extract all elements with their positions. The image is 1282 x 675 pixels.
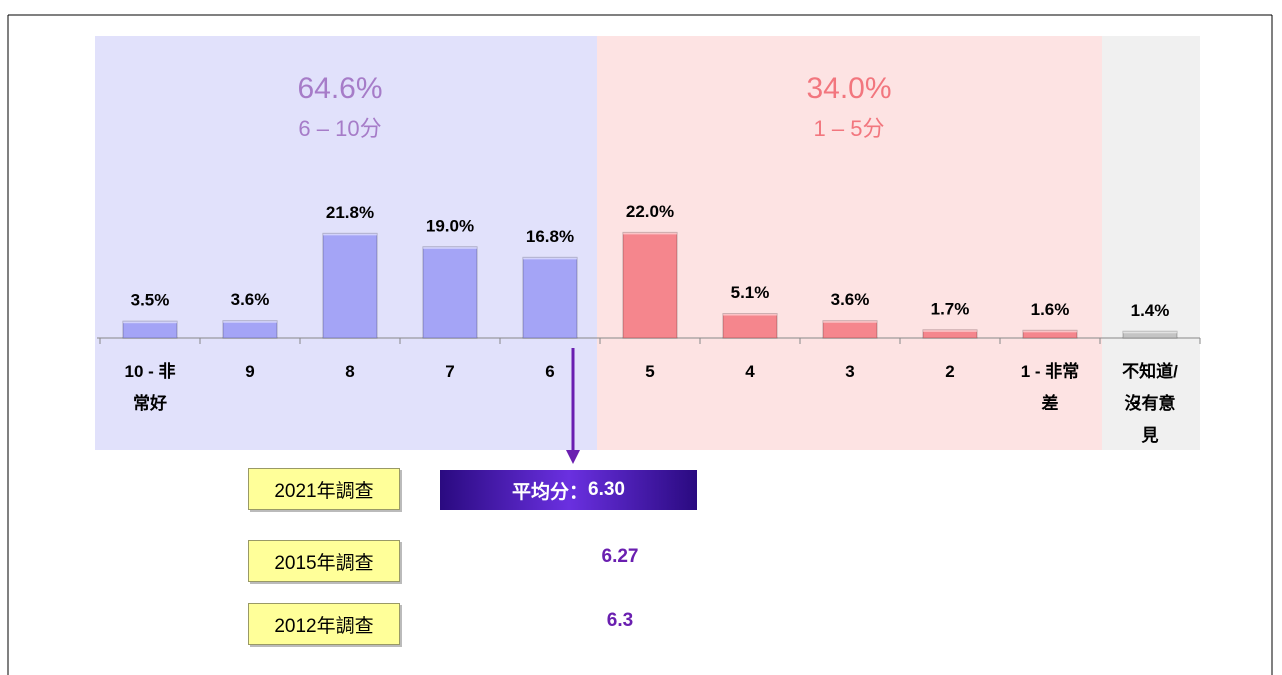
x-tick-label: 2: [945, 362, 955, 381]
group-bg: [597, 36, 1102, 450]
bar-shine: [623, 232, 677, 235]
average-prefix: 平均分：: [512, 481, 589, 503]
x-tick-label: 4: [745, 362, 755, 381]
x-tick-label: 9: [245, 362, 255, 381]
bar-shine: [823, 320, 877, 323]
x-tick-label: 不知道/沒有意見: [1122, 362, 1178, 445]
survey-score: 6.3: [606, 610, 634, 631]
bar: [722, 313, 778, 339]
bar: [422, 246, 478, 339]
group-bg: [1102, 36, 1200, 450]
bar-shine: [523, 257, 577, 260]
bar-shine: [1123, 331, 1177, 334]
bar-shine: [323, 233, 377, 236]
survey-label: 2015年調查: [248, 540, 400, 582]
average-score: 6.30: [588, 479, 625, 500]
bar-shine: [923, 329, 977, 332]
survey-label: 2021年調查: [248, 468, 400, 510]
value-label: 3.6%: [231, 290, 270, 309]
bar: [822, 320, 878, 339]
bar: [122, 320, 178, 339]
bar-shine: [1023, 330, 1077, 333]
bar: [622, 231, 678, 339]
value-label: 1.4%: [1131, 301, 1170, 320]
bar-shine: [723, 313, 777, 316]
average-box: 平均分： 6.30: [440, 470, 697, 510]
group-range: 6 – 10分: [298, 116, 381, 141]
bar: [222, 320, 278, 339]
value-label: 19.0%: [426, 216, 474, 235]
x-tick-label: 7: [445, 362, 455, 381]
x-tick-label: 8: [345, 362, 355, 381]
value-label: 5.1%: [731, 283, 770, 302]
value-label: 22.0%: [626, 202, 674, 221]
x-tick-label: 3: [845, 362, 855, 381]
x-tick-label: 10 - 非常好: [124, 362, 176, 413]
group-total: 64.6%: [297, 72, 382, 105]
arrow-head: [566, 450, 580, 464]
value-label: 3.6%: [831, 290, 870, 309]
bar-shine: [123, 321, 177, 324]
bar: [522, 256, 578, 339]
value-label: 3.5%: [131, 291, 170, 310]
x-tick-label: 5: [645, 362, 655, 381]
x-tick-label: 1 - 非常差: [1020, 362, 1080, 413]
group-total: 34.0%: [806, 72, 891, 105]
value-label: 1.6%: [1031, 300, 1070, 319]
x-tick-label: 6: [545, 362, 555, 381]
value-label: 21.8%: [326, 203, 374, 222]
bar-shine: [423, 246, 477, 249]
bar: [322, 232, 378, 339]
survey-score: 6.27: [601, 546, 639, 567]
group-range: 1 – 5分: [814, 116, 885, 141]
bar-shine: [223, 320, 277, 323]
survey-label: 2012年調查: [248, 603, 400, 645]
value-label: 16.8%: [526, 227, 574, 246]
value-label: 1.7%: [931, 299, 970, 318]
